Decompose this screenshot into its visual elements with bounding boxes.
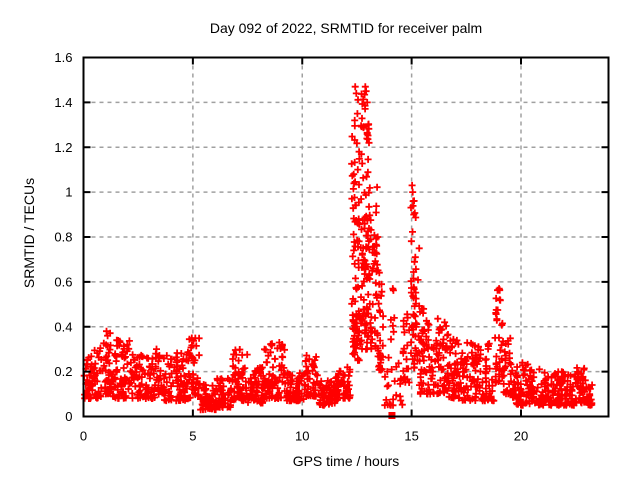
chart-title: Day 092 of 2022, SRMTID for receiver pal… — [210, 20, 482, 36]
x-tick-label: 20 — [514, 429, 528, 444]
y-tick-label: 1.2 — [54, 140, 72, 155]
y-tick-label: 0.2 — [54, 364, 72, 379]
gridlines — [83, 57, 609, 417]
x-tick-label: 0 — [80, 429, 87, 444]
y-tick-label: 0 — [65, 409, 72, 424]
y-axis-label: SRMTID / TECUs — [21, 178, 37, 288]
y-tick-label: 0.4 — [54, 319, 72, 334]
x-tick-label: 15 — [404, 429, 418, 444]
y-tick-label: 0.8 — [54, 230, 72, 245]
y-tick-label: 1.4 — [54, 95, 72, 110]
x-tick-label: 5 — [189, 429, 196, 444]
y-tick-label: 1.6 — [54, 50, 72, 65]
axes-and-border — [82, 56, 610, 418]
x-tick-label: 10 — [295, 429, 309, 444]
x-axis-label: GPS time / hours — [293, 453, 400, 469]
y-tick-label: 1 — [65, 185, 72, 200]
y-tick-label: 0.6 — [54, 274, 72, 289]
scatter-points — [80, 83, 596, 419]
tick-labels: 0 5 10 15 20 0 0.2 0.4 0.6 0.8 1 1.2 1.4 1.6 — [54, 50, 528, 444]
